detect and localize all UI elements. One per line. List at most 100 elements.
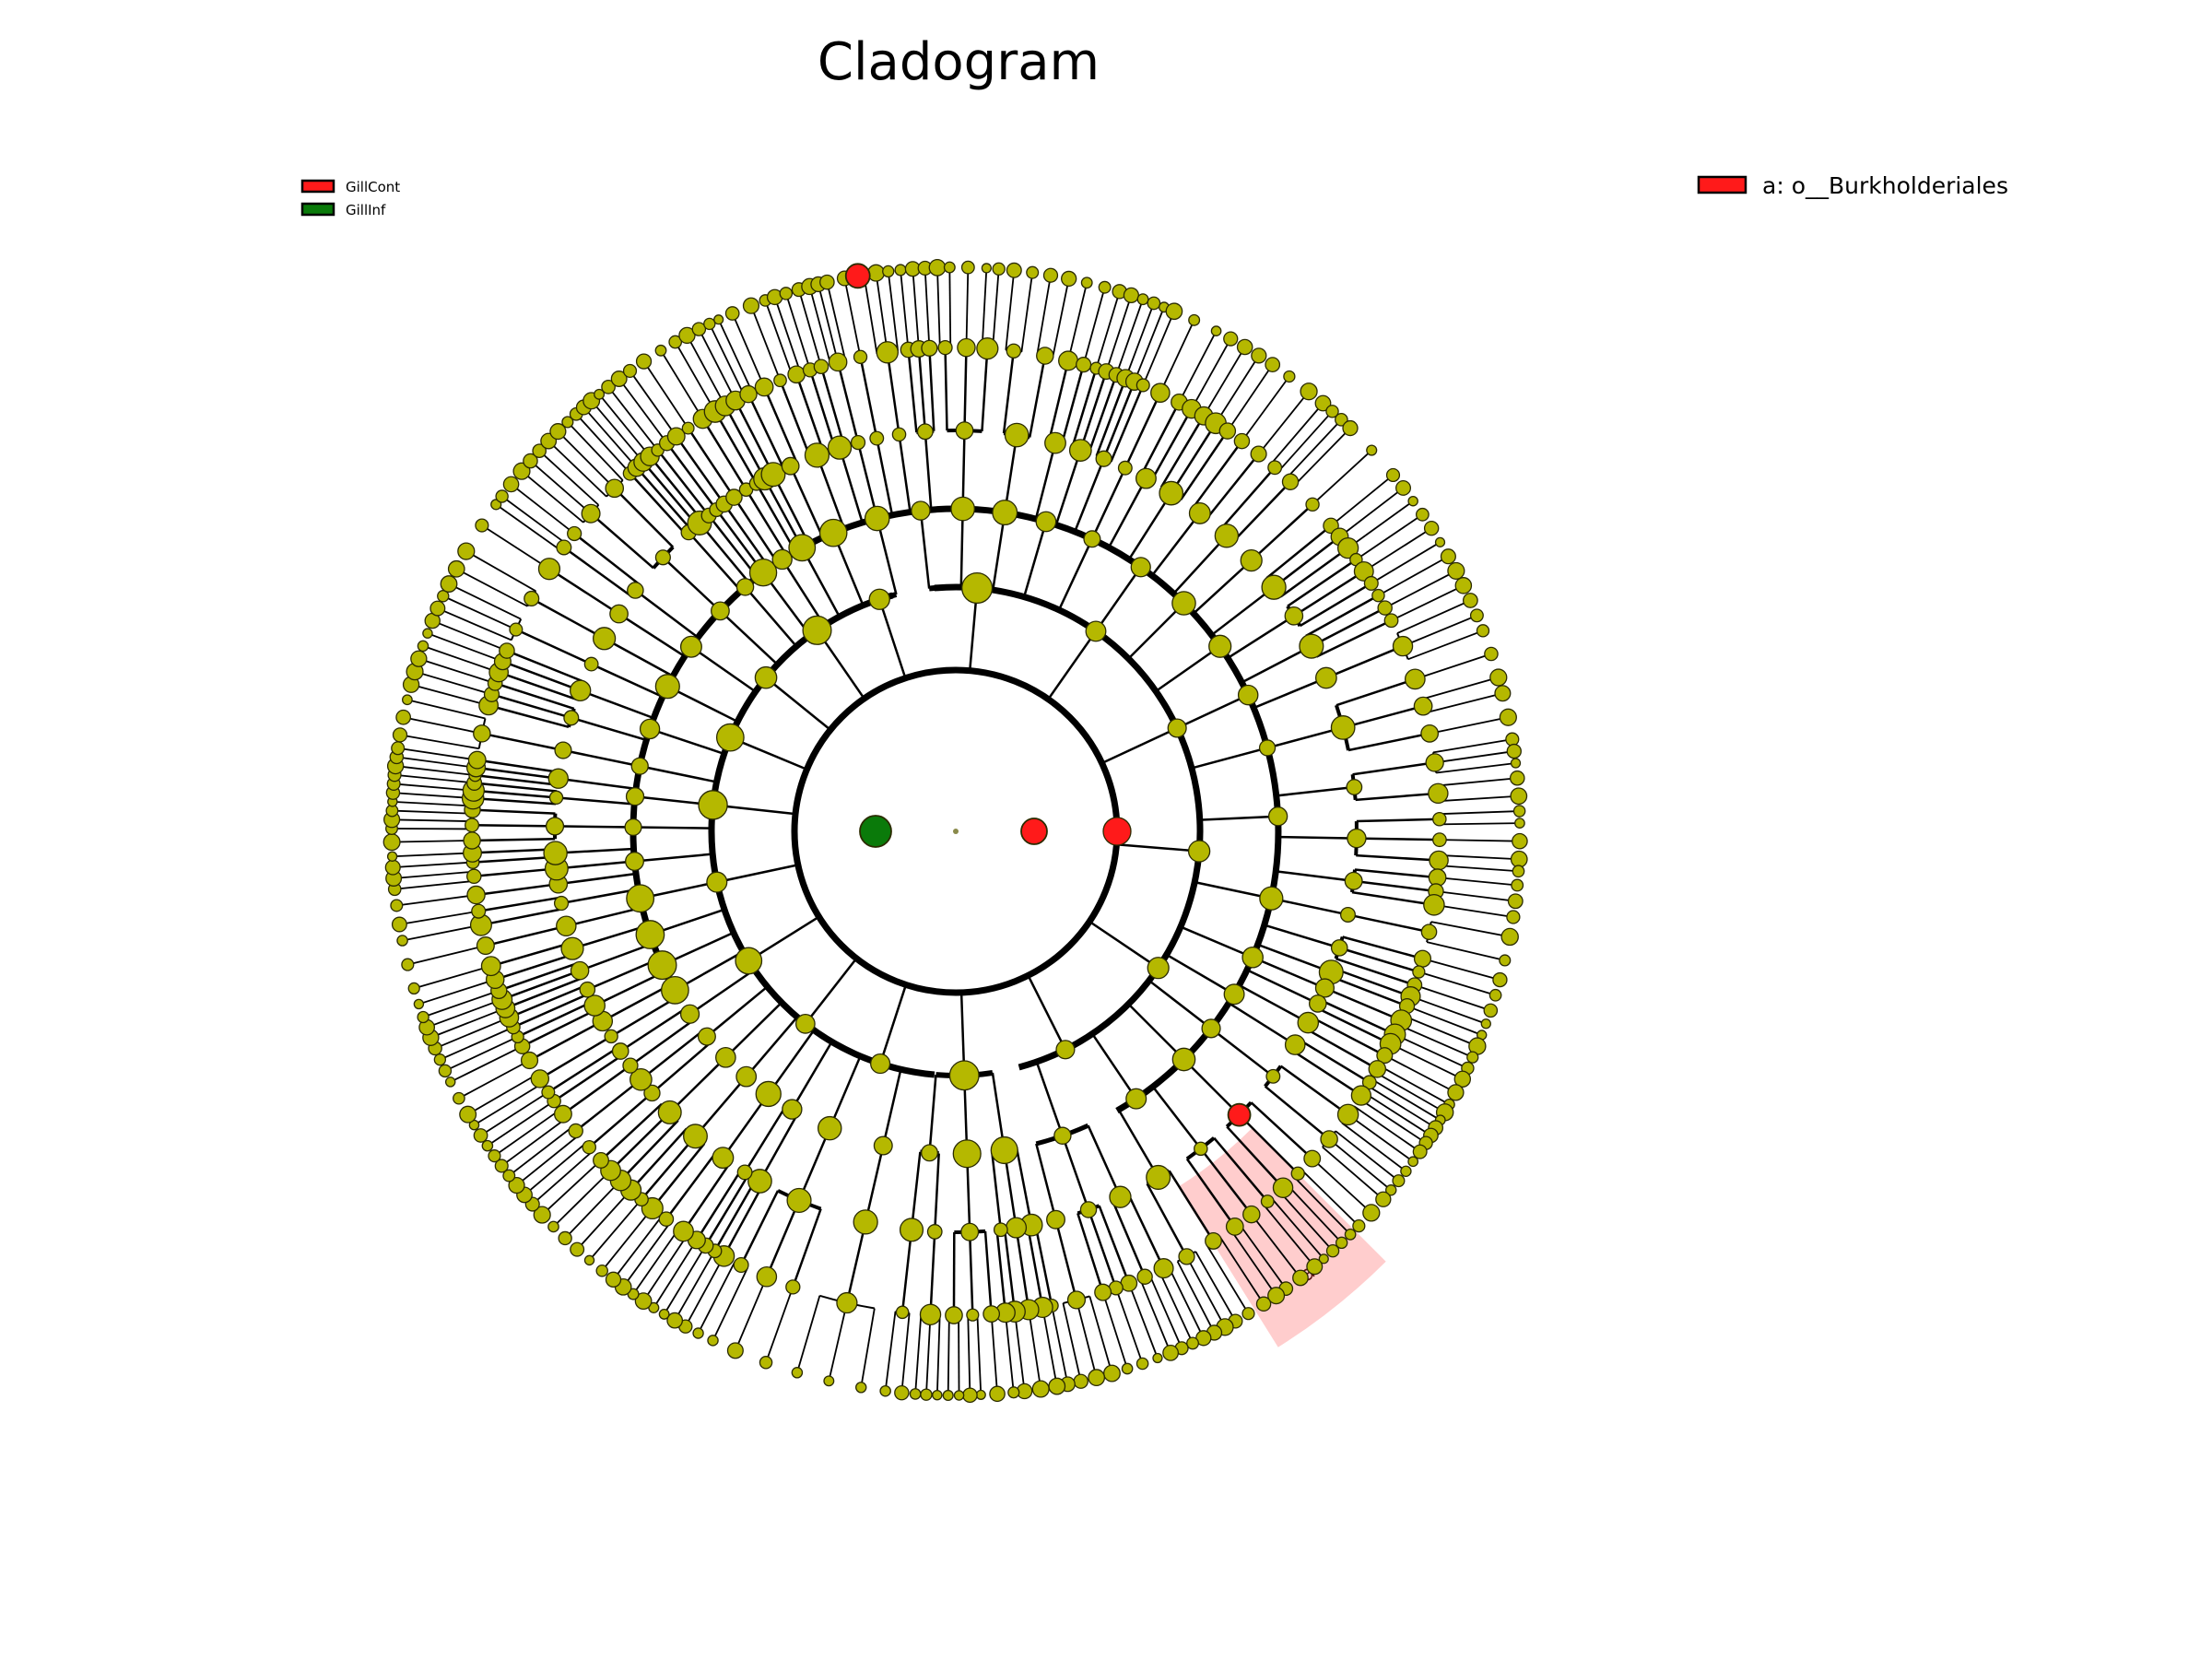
branch-line	[511, 483, 575, 535]
branch-line	[662, 556, 722, 612]
clade-legend-item-a[interactable]: a: o__Burkholderiales	[1697, 172, 2008, 199]
branch-line	[1359, 1098, 1427, 1144]
taxon-node	[920, 1388, 933, 1401]
taxon-node	[813, 359, 830, 374]
taxon-node	[1447, 1084, 1465, 1101]
branch-line	[1028, 1309, 1042, 1390]
branch-line	[629, 1127, 688, 1191]
branch-line	[794, 373, 825, 453]
taxon-node	[1006, 343, 1022, 359]
branch-line	[548, 568, 620, 616]
branch-line	[472, 838, 556, 842]
taxon-node	[1469, 608, 1484, 623]
branch-line	[808, 286, 831, 365]
branch-line	[501, 969, 581, 1001]
taxon-node	[850, 434, 866, 451]
branch-line	[532, 1150, 594, 1206]
taxon-node	[1462, 593, 1478, 608]
branch-line	[547, 440, 607, 498]
branch-line	[477, 759, 559, 774]
taxon-node	[899, 1218, 924, 1242]
branch-line	[618, 378, 668, 444]
branch-line	[1310, 1016, 1385, 1057]
branch-line	[1226, 1125, 1284, 1189]
branch-line	[656, 449, 711, 517]
taxon-node	[1395, 479, 1412, 496]
taxon-node	[1297, 1011, 1320, 1034]
branch-line	[1105, 295, 1133, 372]
branch-line	[665, 442, 718, 511]
branch-line	[1271, 897, 1348, 916]
branch-line	[1087, 1124, 1122, 1198]
branch-line	[708, 514, 759, 579]
taxon-node	[488, 1149, 501, 1163]
branch-line	[1293, 570, 1365, 618]
branch-line	[875, 273, 888, 353]
branch-line	[641, 1135, 697, 1201]
taxon-node	[879, 1384, 891, 1397]
branch-line	[1218, 1236, 1265, 1305]
branch-line	[1418, 971, 1496, 996]
branch-line	[422, 645, 500, 674]
taxon-node	[568, 1123, 583, 1139]
branch-line	[1390, 1042, 1464, 1080]
taxon-node	[567, 525, 582, 542]
branch-line	[708, 324, 746, 397]
taxon-node	[1423, 893, 1445, 916]
branch-line	[1335, 677, 1416, 707]
branch-line	[426, 998, 503, 1029]
taxon-node	[1150, 382, 1171, 403]
branch-line	[704, 1173, 750, 1247]
taxon-node	[1281, 473, 1300, 490]
branch-line	[1312, 449, 1372, 505]
branch-line	[600, 1102, 663, 1161]
class-legend-item-gillinf[interactable]: GillInf	[300, 202, 386, 218]
taxon-node	[386, 851, 398, 862]
taxon-node	[952, 1139, 982, 1169]
branch-line	[427, 632, 503, 663]
branch-line	[1277, 835, 1357, 840]
taxon-node	[1240, 549, 1263, 572]
branch-line	[1218, 466, 1277, 531]
branch-line	[1293, 1176, 1351, 1235]
branch-line	[1304, 1027, 1378, 1070]
taxon-node	[1511, 878, 1524, 892]
branch-line	[917, 348, 927, 432]
branch-line	[1257, 391, 1310, 455]
taxon-node	[955, 421, 974, 440]
branch-line	[1250, 1101, 1313, 1159]
taxon-node	[1303, 1149, 1322, 1168]
taxon-node	[1135, 378, 1150, 393]
taxon-node	[1375, 1191, 1392, 1207]
class-ring-arc	[934, 583, 1204, 1071]
taxon-node	[1506, 910, 1521, 924]
taxon-node	[625, 852, 644, 872]
branch-line	[1026, 1225, 1044, 1308]
taxon-node	[891, 427, 907, 442]
taxon-node	[779, 287, 794, 300]
branch-line	[574, 1078, 642, 1133]
taxon-node	[579, 981, 596, 998]
branch-line	[641, 461, 698, 526]
branch-line	[562, 1065, 631, 1115]
class-legend-item-gillcont[interactable]: GillCont	[300, 179, 400, 195]
branch-line	[739, 1190, 780, 1266]
branch-line	[1270, 1197, 1324, 1260]
branch-line	[995, 1230, 1007, 1313]
branch-line	[838, 447, 864, 524]
branch-line	[674, 1250, 716, 1322]
branch-line	[588, 1092, 653, 1148]
branch-line	[1353, 1105, 1421, 1153]
branch-line	[1273, 535, 1341, 589]
branch-line	[1114, 1288, 1144, 1364]
branch-line	[976, 1314, 982, 1395]
branch-line	[517, 1000, 594, 1039]
branch-line	[745, 488, 789, 558]
taxon-node	[932, 1389, 943, 1401]
taxon-node	[1420, 724, 1440, 743]
branch-line	[1155, 645, 1221, 693]
taxon-node	[945, 1306, 963, 1324]
taxon-node	[1255, 1296, 1272, 1312]
branch-line	[588, 1198, 642, 1261]
branch-line	[1110, 384, 1145, 463]
